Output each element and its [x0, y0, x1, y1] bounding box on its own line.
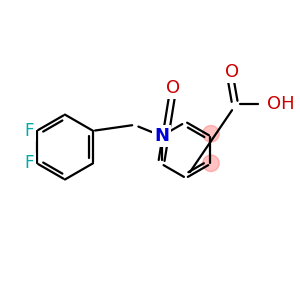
Circle shape	[203, 155, 219, 172]
Text: N: N	[154, 127, 169, 145]
Circle shape	[203, 125, 219, 142]
Text: O: O	[225, 63, 239, 81]
Text: F: F	[24, 154, 34, 172]
Text: F: F	[24, 122, 34, 140]
Text: O: O	[166, 79, 180, 97]
Text: OH: OH	[267, 95, 295, 113]
